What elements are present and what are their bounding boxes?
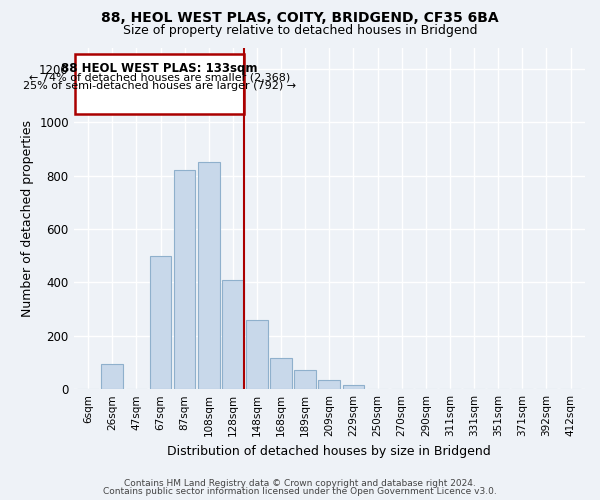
Bar [270,358,292,389]
Bar [343,385,364,389]
Bar [198,162,220,389]
Text: 88 HEOL WEST PLAS: 133sqm: 88 HEOL WEST PLAS: 133sqm [61,62,257,74]
Bar [319,380,340,389]
Bar [246,320,268,389]
Text: Contains public sector information licensed under the Open Government Licence v3: Contains public sector information licen… [103,487,497,496]
Bar [222,280,244,389]
X-axis label: Distribution of detached houses by size in Bridgend: Distribution of detached houses by size … [167,444,491,458]
Y-axis label: Number of detached properties: Number of detached properties [20,120,34,317]
Text: 88, HEOL WEST PLAS, COITY, BRIDGEND, CF35 6BA: 88, HEOL WEST PLAS, COITY, BRIDGEND, CF3… [101,11,499,25]
Bar [101,364,123,389]
Text: Contains HM Land Registry data © Crown copyright and database right 2024.: Contains HM Land Registry data © Crown c… [124,478,476,488]
Text: ← 74% of detached houses are smaller (2,368): ← 74% of detached houses are smaller (2,… [29,73,290,83]
Bar [295,370,316,389]
Text: Size of property relative to detached houses in Bridgend: Size of property relative to detached ho… [123,24,477,37]
FancyBboxPatch shape [75,54,244,114]
Bar [174,170,196,389]
Bar [149,256,172,389]
Text: 25% of semi-detached houses are larger (792) →: 25% of semi-detached houses are larger (… [23,81,296,91]
